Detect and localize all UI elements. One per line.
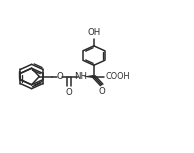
- Text: COOH: COOH: [106, 72, 130, 81]
- Text: NH: NH: [74, 72, 87, 81]
- Polygon shape: [83, 75, 94, 78]
- Text: O: O: [98, 87, 105, 96]
- Text: O: O: [66, 88, 73, 97]
- Text: OH: OH: [87, 28, 100, 37]
- Text: O: O: [56, 72, 63, 81]
